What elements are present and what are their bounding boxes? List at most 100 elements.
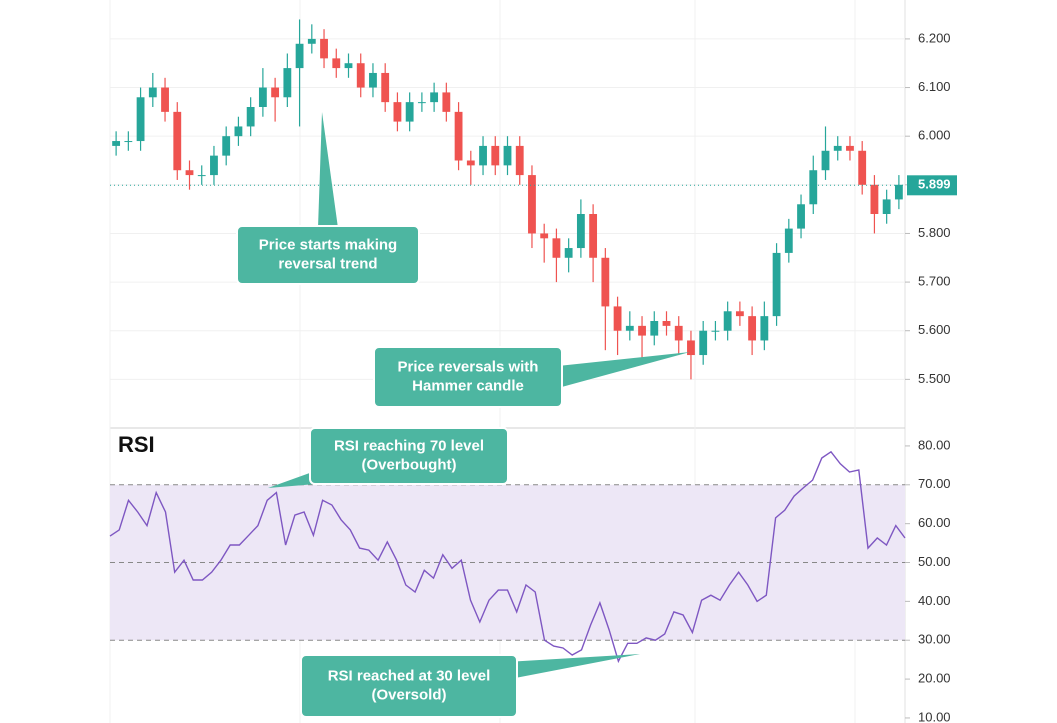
candle-body xyxy=(234,126,243,137)
y-tick-label: 60.00 xyxy=(918,515,951,530)
y-tick-label: 10.00 xyxy=(918,709,951,723)
candle-body xyxy=(858,150,867,185)
y-tick-label: 6.000 xyxy=(918,128,951,143)
candle-body xyxy=(454,111,463,161)
candle-body xyxy=(833,145,842,151)
y-tick-label: 50.00 xyxy=(918,554,951,569)
candle-body xyxy=(479,145,487,166)
candle-body xyxy=(466,160,475,166)
y-tick-label: 5.700 xyxy=(918,274,951,289)
candle-body xyxy=(197,175,206,177)
candle-body xyxy=(735,311,744,317)
callout-arrow xyxy=(558,352,690,388)
candle-body xyxy=(295,43,304,69)
candle-body xyxy=(258,87,267,107)
callout-box xyxy=(373,346,563,408)
candle-body xyxy=(650,321,659,336)
candle-body xyxy=(589,214,598,258)
y-tick-label: 30.00 xyxy=(918,632,951,647)
candle-body xyxy=(760,316,769,341)
candle-body xyxy=(846,145,854,151)
candle-body xyxy=(772,252,781,317)
candle-body xyxy=(540,233,549,239)
candle-body xyxy=(173,111,182,171)
candle-body xyxy=(283,68,292,98)
candle-body xyxy=(515,145,524,176)
callout-text: (Overbought) xyxy=(362,456,457,473)
candle-body xyxy=(674,325,683,341)
y-tick-label: 6.100 xyxy=(918,79,951,94)
candle-body xyxy=(148,87,157,98)
callout-text: RSI reaching 70 level xyxy=(334,437,484,454)
candle-body xyxy=(417,102,426,104)
candle-body xyxy=(393,102,402,122)
candle-body xyxy=(564,248,573,258)
candle-body xyxy=(748,316,757,341)
y-tick-label: 20.00 xyxy=(918,671,951,686)
candle-body xyxy=(711,330,720,332)
last-price-label: 5.899 xyxy=(918,177,951,192)
candle-body xyxy=(687,340,695,356)
callout-text: (Oversold) xyxy=(371,686,446,703)
candle-body xyxy=(136,97,145,142)
candle-body xyxy=(442,92,451,112)
candle-body xyxy=(185,170,194,176)
candle-body xyxy=(222,136,231,156)
pane-title: RSI xyxy=(118,432,155,457)
y-tick-label: 5.800 xyxy=(918,225,951,240)
candle-body xyxy=(625,325,634,331)
candle-body xyxy=(552,238,561,258)
candle-body xyxy=(369,72,377,88)
candle-body xyxy=(894,184,903,200)
last-price-badge xyxy=(907,175,957,196)
candle-body xyxy=(405,102,414,122)
callout-box xyxy=(236,225,420,285)
candle-body xyxy=(332,58,341,69)
candle-body xyxy=(161,87,169,112)
candle-body xyxy=(271,87,280,98)
candle-body xyxy=(503,145,512,166)
candle-body xyxy=(112,141,121,146)
callout-arrow xyxy=(505,654,640,680)
candle-body xyxy=(381,72,390,103)
y-tick-label: 70.00 xyxy=(918,476,951,491)
candle-body xyxy=(320,38,328,59)
rsi-line xyxy=(109,450,906,664)
candle-body xyxy=(124,141,133,143)
candle-body xyxy=(638,325,646,336)
y-tick-label: 6.200 xyxy=(918,30,951,45)
callout-box xyxy=(300,654,518,718)
candle-body xyxy=(576,214,585,249)
candle-body xyxy=(430,92,439,103)
candle-body xyxy=(601,257,610,307)
candle-body xyxy=(307,38,316,44)
callout-text: RSI reached at 30 level xyxy=(328,667,491,684)
candle-body xyxy=(821,150,830,171)
y-tick-label: 40.00 xyxy=(918,593,951,608)
y-tick-label: 5.600 xyxy=(918,322,951,337)
candle-body xyxy=(699,330,708,356)
callout-text: Hammer candle xyxy=(412,377,524,394)
candle-body xyxy=(882,199,891,214)
candle-body xyxy=(356,63,365,88)
candle-body xyxy=(613,306,622,331)
y-tick-label: 5.500 xyxy=(918,371,951,386)
candle-body xyxy=(491,145,500,166)
callout-text: Price starts making xyxy=(259,236,397,253)
candle-body xyxy=(809,170,818,205)
candle-body xyxy=(797,204,805,229)
callout-arrow xyxy=(318,112,338,228)
y-tick-label: 80.00 xyxy=(918,437,951,452)
candle-body xyxy=(784,228,793,253)
candle-body xyxy=(210,155,218,176)
candle-body xyxy=(344,63,353,69)
candle-body xyxy=(528,175,536,234)
callout-text: reversal trend xyxy=(278,255,377,272)
candle-body xyxy=(246,107,255,127)
candle-body xyxy=(662,321,671,326)
plot-layer: 5.5005.6005.7005.8005.9006.0006.1006.200… xyxy=(109,19,957,723)
callout-text: Price reversals with xyxy=(398,358,539,375)
candle-body xyxy=(870,184,879,214)
candle-body xyxy=(723,311,732,331)
